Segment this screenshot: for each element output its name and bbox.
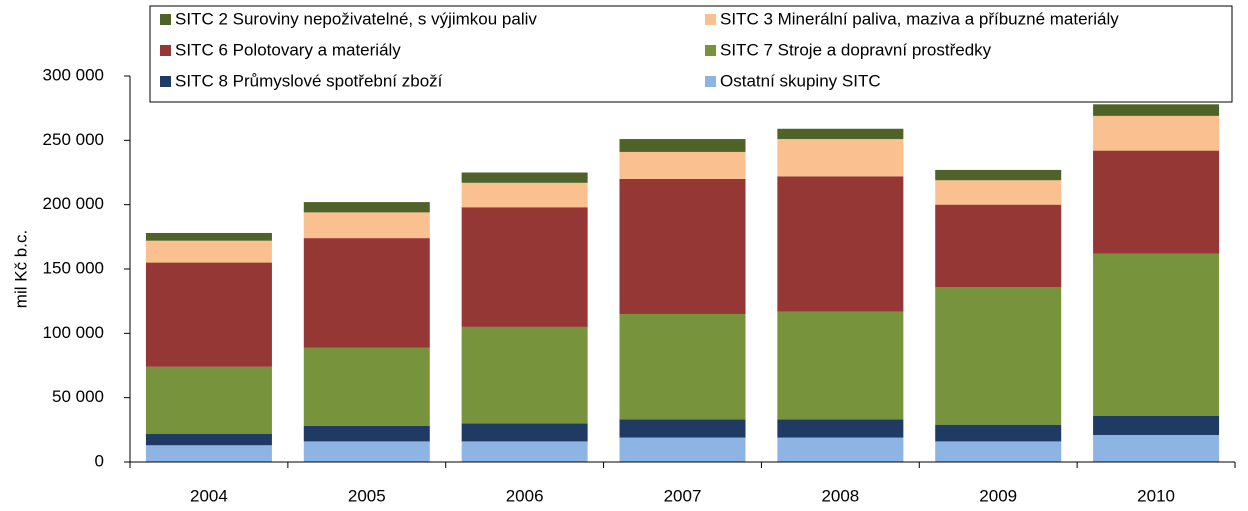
bar-segment [777, 419, 904, 438]
legend-swatch [160, 45, 171, 56]
legend-swatch [705, 14, 716, 25]
bar-segment [1093, 253, 1220, 416]
x-tick-label: 2005 [348, 486, 386, 505]
bar-segment [303, 425, 430, 442]
legend-swatch [705, 45, 716, 56]
legend-label: SITC 3 Minerální paliva, maziva a příbuz… [720, 9, 1119, 28]
bar-segment [619, 314, 746, 420]
legend-label: SITC 7 Stroje a dopravní prostředky [720, 40, 992, 59]
bar-segment [1093, 115, 1220, 151]
legend-label: Ostatní skupiny SITC [720, 71, 881, 90]
bar-segment [461, 441, 588, 462]
bar-segment [619, 151, 746, 179]
legend-swatch [160, 14, 171, 25]
bar-segment [145, 262, 272, 367]
bar-segment [1093, 150, 1220, 254]
bar-segment [777, 128, 904, 140]
bar-segment [619, 139, 746, 152]
bar-segment [935, 204, 1062, 288]
y-axis-label: mil Kč b.c. [11, 230, 30, 308]
legend-label: SITC 6 Polotovary a materiály [175, 40, 401, 59]
bar-segment [1093, 434, 1220, 462]
bar-segment [935, 287, 1062, 425]
bar-segment [619, 437, 746, 462]
bar-segment [303, 347, 430, 426]
bar-segment [935, 180, 1062, 205]
x-tick-label: 2006 [506, 486, 544, 505]
bar-segment [461, 326, 588, 424]
legend-swatch [160, 76, 171, 87]
bar-segment [145, 433, 272, 446]
bar-segment [619, 178, 746, 315]
bar-segment [303, 212, 430, 239]
bar-segment [1093, 104, 1220, 116]
x-tick-label: 2010 [1137, 486, 1175, 505]
y-tick-label: 150 000 [43, 258, 104, 277]
bar-segment [461, 172, 588, 183]
bar-segment [145, 240, 272, 263]
y-tick-label: 300 000 [43, 65, 104, 84]
y-tick-label: 250 000 [43, 130, 104, 149]
legend-box [149, 5, 1233, 103]
bar-segment [461, 207, 588, 327]
x-tick-label: 2009 [979, 486, 1017, 505]
x-tick-label: 2007 [664, 486, 702, 505]
x-tick-label: 2004 [190, 486, 228, 505]
x-tick-label: 2008 [821, 486, 859, 505]
bar-segment [145, 366, 272, 434]
bar-segment [461, 182, 588, 208]
bar-segment [303, 238, 430, 348]
bar-segment [777, 437, 904, 462]
bar-segment [303, 441, 430, 462]
legend-label: SITC 8 Průmyslové spotřební zboží [175, 71, 443, 90]
bar-segment [145, 445, 272, 462]
bar-segment [145, 232, 272, 241]
y-tick-label: 0 [95, 451, 104, 470]
y-tick-label: 50 000 [52, 387, 104, 406]
legend-swatch [705, 76, 716, 87]
bar-segment [935, 169, 1062, 181]
bar-segment [777, 176, 904, 312]
y-tick-label: 100 000 [43, 323, 104, 342]
bar-segment [777, 311, 904, 420]
bar-segment [777, 139, 904, 177]
bar-segment [303, 202, 430, 213]
bar-segment [1093, 415, 1220, 435]
bar-segment [935, 424, 1062, 442]
bar-segment [619, 419, 746, 438]
legend-label: SITC 2 Suroviny nepoživatelné, s výjimko… [175, 9, 537, 28]
y-tick-label: 200 000 [43, 194, 104, 213]
bar-segment [461, 423, 588, 442]
bar-segment [935, 441, 1062, 462]
